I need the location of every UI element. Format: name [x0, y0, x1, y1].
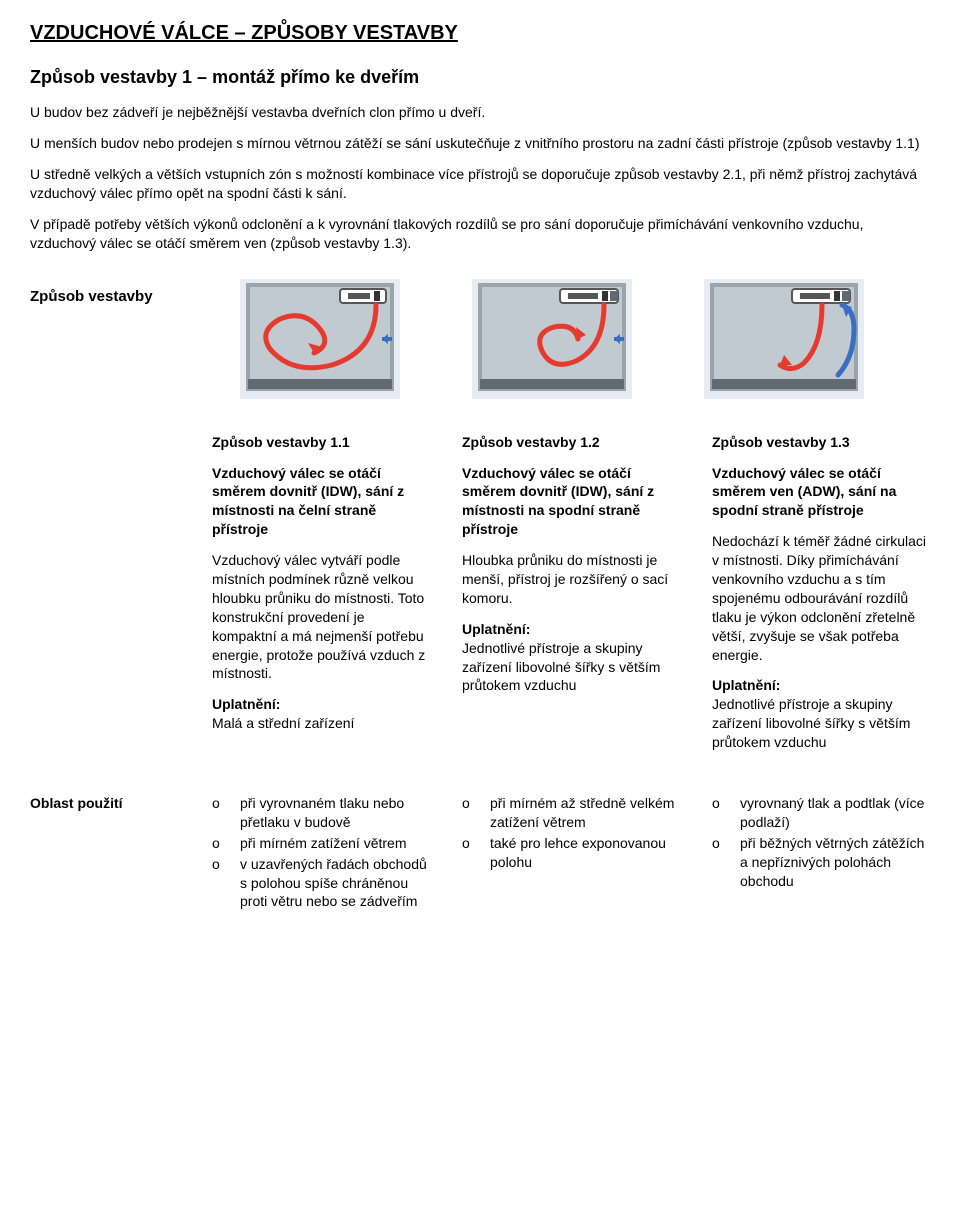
usage-item: opři běžných větrných zátěžích a nepřízn… [712, 834, 930, 891]
page-subtitle: Způsob vestavby 1 – montáž přímo ke dveř… [30, 65, 930, 89]
usage-col-2: opři mírném až středně velkém zatížení v… [462, 794, 680, 913]
bullet-icon: o [712, 794, 740, 832]
variant-heading: Způsob vestavby 1.2 [462, 433, 680, 452]
intro-para: U středně velkých a větších vstupních zó… [30, 165, 930, 203]
application-text: Malá a střední zařízení [212, 715, 354, 731]
usage-item-text: při mírném až středně velkém zatížení vě… [490, 794, 680, 832]
bullet-icon: o [212, 794, 240, 832]
variant-body: Nedochází k téměř žádné cirkulaci v míst… [712, 532, 930, 664]
application-label: Uplatnění: [462, 621, 530, 637]
application-label: Uplatnění: [212, 696, 280, 712]
usage-item-text: v uzavřených řadách obchodů s polohou sp… [240, 855, 430, 912]
variant-lead: Vzduchový válec se otáčí směrem ven (ADW… [712, 464, 930, 521]
variant-heading: Způsob vestavby 1.1 [212, 433, 430, 452]
page-title: VZDUCHOVÉ VÁLCE – ZPŮSOBY VESTAVBY [30, 20, 930, 47]
application-text: Jednotlivé přístroje a skupiny zařízení … [712, 696, 910, 750]
usage-item-text: vyrovnaný tlak a podtlak (více podlaží) [740, 794, 930, 832]
usage-col-3: ovyrovnaný tlak a podtlak (více podlaží)… [712, 794, 930, 913]
diagram-1-3 [704, 279, 864, 399]
variant-heading: Způsob vestavby 1.3 [712, 433, 930, 452]
intro-para: U budov bez zádveří je nejběžnější vesta… [30, 103, 930, 122]
usage-item: opři mírném až středně velkém zatížení v… [462, 794, 680, 832]
usage-col-1: opři vyrovnaném tlaku nebo přetlaku v bu… [212, 794, 430, 913]
usage-item-text: při mírném zatížení větrem [240, 834, 407, 853]
application-label: Uplatnění: [712, 677, 780, 693]
variant-col-1: Způsob vestavby 1.1 Vzduchový válec se o… [212, 433, 430, 764]
usage-item-text: také pro lehce exponovanou polohu [490, 834, 680, 872]
application-text: Jednotlivé přístroje a skupiny zařízení … [462, 640, 660, 694]
diagrams-row-label: Způsob vestavby [30, 279, 240, 307]
columns-left-spacer [30, 433, 212, 764]
usage-item: otaké pro lehce exponovanou polohu [462, 834, 680, 872]
usage-list: opři vyrovnaném tlaku nebo přetlaku v bu… [212, 794, 430, 911]
usage-item: opři mírném zatížení větrem [212, 834, 430, 853]
usage-item-text: při vyrovnaném tlaku nebo přetlaku v bud… [240, 794, 430, 832]
bullet-icon: o [712, 834, 740, 891]
diagram-1-2 [472, 279, 632, 399]
intro-para: V případě potřeby větších výkonů odcloně… [30, 215, 930, 253]
usage-item: ov uzavřených řadách obchodů s polohou s… [212, 855, 430, 912]
usage-list: ovyrovnaný tlak a podtlak (více podlaží)… [712, 794, 930, 890]
usage-list: opři mírném až středně velkém zatížení v… [462, 794, 680, 872]
variant-body: Vzduchový válec vytváří podle místních p… [212, 551, 430, 683]
bullet-icon: o [212, 834, 240, 853]
intro-para: U menších budov nebo prodejen s mírnou v… [30, 134, 930, 153]
usage-item-text: při běžných větrných zátěžích a nepřízni… [740, 834, 930, 891]
variant-lead: Vzduchový válec se otáčí směrem dovnitř … [462, 464, 680, 540]
variant-col-3: Způsob vestavby 1.3 Vzduchový válec se o… [712, 433, 930, 764]
bullet-icon: o [462, 834, 490, 872]
bullet-icon: o [462, 794, 490, 832]
usage-row-label: Oblast použití [30, 794, 212, 913]
diagram-1-1 [240, 279, 400, 399]
diagrams-container [240, 279, 864, 399]
usage-item: ovyrovnaný tlak a podtlak (více podlaží) [712, 794, 930, 832]
variant-col-2: Způsob vestavby 1.2 Vzduchový válec se o… [462, 433, 680, 764]
bullet-icon: o [212, 855, 240, 912]
variant-lead: Vzduchový válec se otáčí směrem dovnitř … [212, 464, 430, 540]
usage-item: opři vyrovnaném tlaku nebo přetlaku v bu… [212, 794, 430, 832]
variant-body: Hloubka průniku do místnosti je menší, p… [462, 551, 680, 608]
